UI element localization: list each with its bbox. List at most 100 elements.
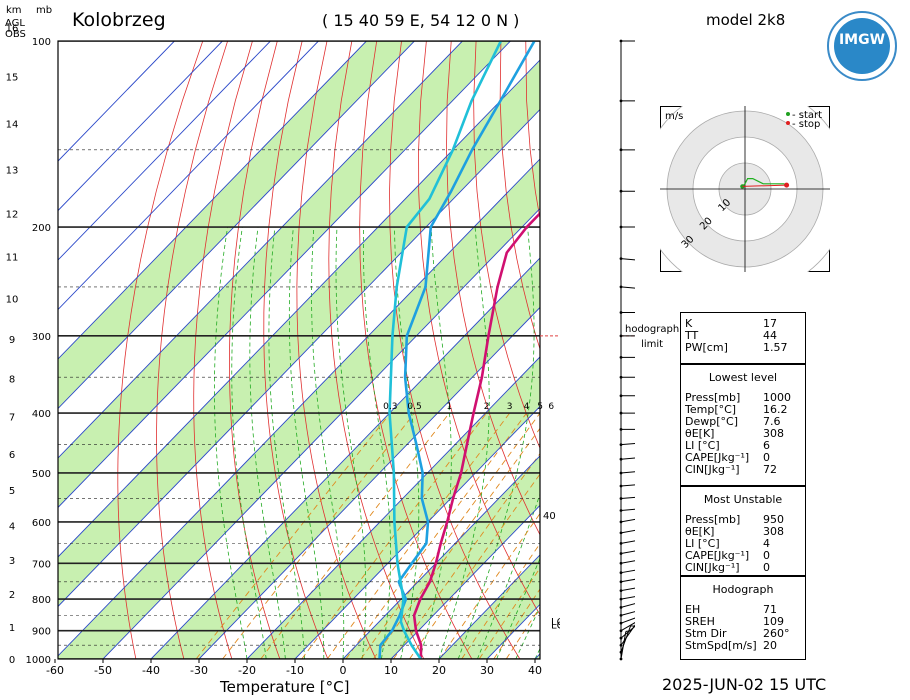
lowest-level-title: Lowest level bbox=[708, 371, 778, 384]
mixing-ratio-tick-label: 0.3 bbox=[383, 402, 397, 412]
isotherm bbox=[58, 41, 415, 410]
lowest-level-value: 6 bbox=[763, 439, 770, 452]
lowest-level-label: θE[K] bbox=[685, 427, 715, 440]
isotherm bbox=[390, 504, 540, 659]
height-tick-label: 16 bbox=[6, 23, 19, 34]
legend-stop-label: - stop bbox=[792, 119, 820, 130]
mb-unit: mb bbox=[36, 5, 53, 16]
most-unstable-label: CIN[Jkg⁻¹] bbox=[685, 561, 740, 574]
hodograph-param-value: 260° bbox=[763, 627, 790, 640]
logo-text: IMGW bbox=[839, 32, 885, 48]
wind-barb-shaft bbox=[620, 578, 635, 583]
mixing-ratio-tick-label: 4 bbox=[524, 402, 530, 412]
agl-label: AGL bbox=[5, 18, 25, 29]
isotherm bbox=[58, 41, 271, 261]
wind-barb bbox=[619, 411, 635, 415]
most-unstable-value: 950 bbox=[763, 513, 784, 526]
hodograph-param-label: EH bbox=[685, 603, 701, 616]
isotherm bbox=[102, 207, 540, 659]
wind-barb-shaft bbox=[620, 540, 635, 544]
mixing-ratio-tick-label: 1 bbox=[446, 402, 452, 412]
plot-frame bbox=[57, 40, 541, 660]
lowest-level-value: 16.2 bbox=[763, 403, 788, 416]
wind-barb-shaft bbox=[620, 518, 635, 523]
x-tick-label: -10 bbox=[286, 664, 304, 677]
x-tick-label: -20 bbox=[238, 664, 256, 677]
height-tick-label: 10 bbox=[6, 294, 19, 305]
wind-barb-shaft bbox=[620, 457, 635, 460]
wind-barb bbox=[619, 622, 635, 633]
wind-barb-shaft bbox=[620, 611, 635, 616]
isotherm bbox=[58, 41, 319, 311]
hodograph-shear-vector bbox=[742, 184, 787, 187]
wind-barb-shaft bbox=[620, 529, 635, 534]
moist-adiabat bbox=[311, 227, 345, 659]
wind-barb bbox=[619, 550, 635, 555]
wind-barb bbox=[619, 624, 635, 647]
wind-barb-shaft bbox=[620, 286, 635, 289]
series-temperature bbox=[412, 211, 540, 659]
pressure-tick-label: 100 bbox=[32, 37, 51, 48]
moist-adiabat bbox=[268, 226, 305, 659]
hodograph-param-title: Hodograph bbox=[712, 583, 774, 596]
obs-label: OBS bbox=[5, 29, 26, 40]
wind-barb bbox=[619, 225, 635, 229]
moist-adiabat bbox=[214, 226, 248, 659]
pressure-tick-label: 900 bbox=[32, 627, 51, 638]
hodograph-param-label: SREH bbox=[685, 615, 715, 628]
lowest-level-label: CAPE[Jkg⁻¹] bbox=[685, 451, 750, 464]
basic-index-label: K bbox=[685, 317, 693, 330]
x-tick-label: -30 bbox=[190, 664, 208, 677]
lowest-level-value: 7.6 bbox=[763, 415, 781, 428]
dry-adiabat bbox=[446, 41, 540, 536]
hodograph-unit: m/s bbox=[665, 111, 683, 122]
x-axis-label: Temperature [°C] bbox=[220, 678, 350, 696]
most-unstable-label: θE[K] bbox=[685, 525, 715, 538]
pressure-tick-label: 700 bbox=[32, 559, 51, 570]
pressure-tick-label: 500 bbox=[32, 469, 51, 480]
mixing-ratio-tick-label: 5 bbox=[537, 402, 543, 412]
legend-stop-dot bbox=[786, 121, 790, 125]
lowest-level-label: CIN[Jkg⁻¹] bbox=[685, 463, 740, 476]
wind-barb bbox=[619, 471, 635, 475]
wind-barb bbox=[619, 611, 635, 617]
hodograph-params-box: Hodograph EH 71 SREH 109 Stm Dir 260° StmSpd[m/… bbox=[680, 576, 806, 660]
isotherm bbox=[294, 405, 540, 659]
lowest-level-value: 0 bbox=[763, 451, 770, 464]
x-tick-label: 30 bbox=[480, 664, 494, 677]
height-tick-label: 5 bbox=[9, 486, 15, 497]
wind-barb-shaft bbox=[620, 587, 635, 592]
hodograph-start-point bbox=[740, 184, 745, 189]
wind-barb-shaft bbox=[620, 484, 635, 487]
height-tick-label: 6 bbox=[9, 450, 15, 461]
wind-barbs bbox=[619, 39, 635, 661]
lcl-label: LCL bbox=[551, 617, 560, 628]
isotherm bbox=[246, 356, 540, 659]
wind-barb bbox=[619, 496, 635, 500]
plot-area bbox=[58, 41, 540, 659]
wind-barb bbox=[619, 427, 635, 431]
dry-adiabat bbox=[328, 41, 425, 659]
height-tick-label: 3 bbox=[9, 556, 15, 567]
hodograph-param-label: StmSpd[m/s] bbox=[685, 639, 757, 652]
hodograph-trace bbox=[741, 177, 787, 187]
height-tick-label: 7 bbox=[9, 413, 15, 424]
isotherm bbox=[438, 554, 540, 659]
x-tick-label: 0 bbox=[340, 664, 347, 677]
wind-barb-shaft bbox=[620, 624, 635, 646]
temperature-band bbox=[58, 159, 540, 659]
station-name: Kolobrzeg bbox=[72, 9, 166, 31]
lowest-level-label: Temp[°C] bbox=[685, 403, 737, 416]
wind-barb bbox=[619, 484, 635, 488]
lowest-level-label: Dewp[°C] bbox=[685, 415, 738, 428]
isotherm bbox=[58, 41, 175, 162]
model-label: model 2k8 bbox=[706, 11, 786, 29]
pressure-tick-label: 200 bbox=[32, 223, 51, 234]
wind-barb bbox=[619, 560, 635, 565]
most-unstable-value: 0 bbox=[763, 561, 770, 574]
wind-barb bbox=[619, 625, 635, 640]
isobars bbox=[58, 41, 540, 659]
wind-barb bbox=[619, 603, 635, 609]
